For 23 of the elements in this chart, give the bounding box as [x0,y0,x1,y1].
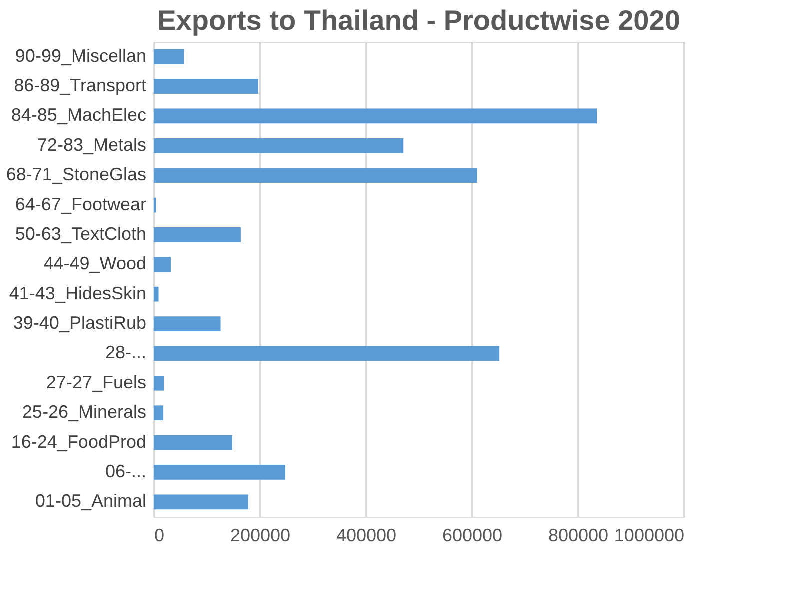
chart-title: Exports to Thailand - Productwise 2020 [158,5,680,36]
y-tick-label: 41-43_HidesSkin [9,283,146,304]
y-tick-label: 16-24_FoodProd [11,432,146,452]
x-tick-label: 600000 [442,526,503,546]
y-tick-label: 01-05_Animal [35,491,146,512]
y-tick-label: 86-89_Transport [14,76,146,96]
y-tick-label: 27-27_Fuels [46,372,146,392]
x-tick-label: 400000 [336,526,397,546]
y-tick-label: 72-83_Metals [37,134,146,155]
y-tick-label: 68-71_StoneGlas [6,164,146,185]
y-tick-label: 06-... [105,461,146,482]
x-tick-label: 800000 [548,526,609,546]
x-tick-label: 1000000 [614,526,684,546]
y-tick-label: 64-67_Footwear [15,194,146,214]
x-tick-label: 0 [154,526,165,546]
y-tick-label: 28-... [105,342,146,363]
y-tick-label: 84-85_MachElec [11,105,146,126]
y-tick-label: 90-99_Miscellan [15,46,146,66]
y-tick-label: 50-63_TextCloth [15,224,146,244]
y-tick-label: 25-26_Minerals [22,402,146,422]
x-tick-label: 200000 [230,526,291,546]
y-tick-label: 44-49_Wood [44,254,146,274]
y-tick-label: 39-40_PlastiRub [13,313,146,334]
